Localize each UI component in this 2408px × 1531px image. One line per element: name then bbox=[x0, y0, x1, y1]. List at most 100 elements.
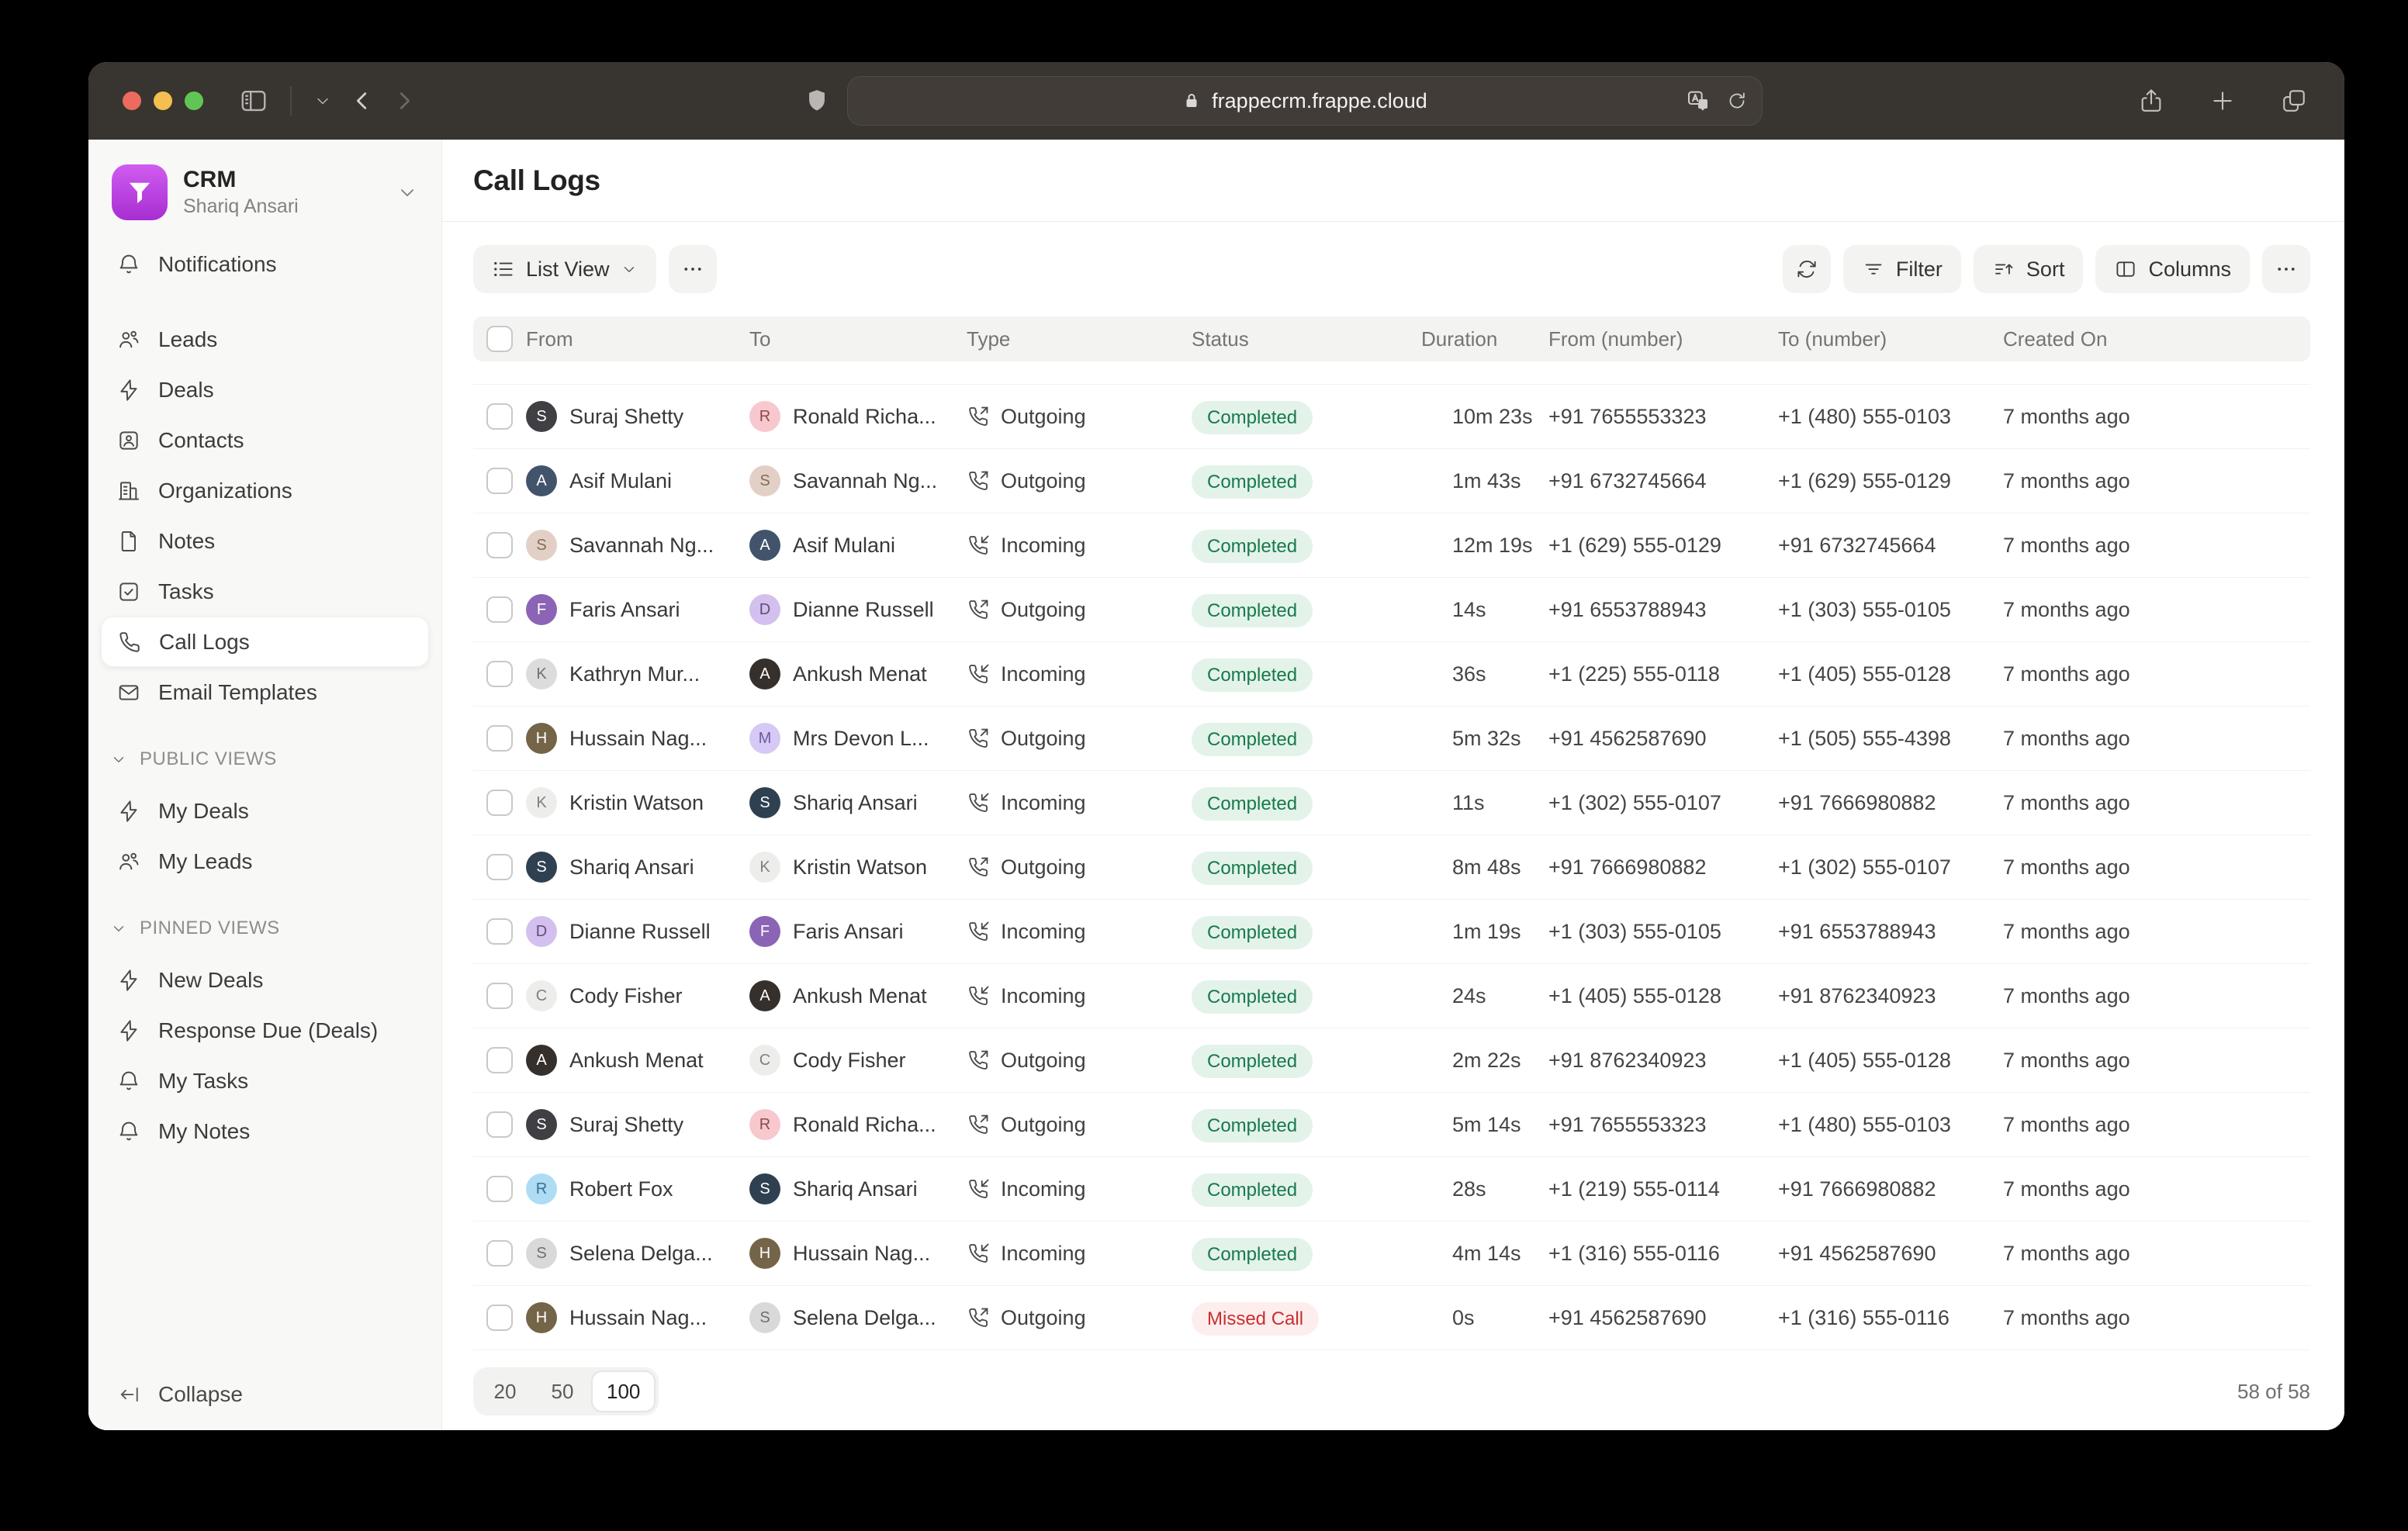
table-row[interactable]: K Kristin Watson S Shariq Ansari Incomin… bbox=[473, 771, 2310, 835]
sidebar-item-response-due-deals-[interactable]: Response Due (Deals) bbox=[101, 1005, 429, 1056]
table-row[interactable]: F Faris Ansari D Dianne Russell Outgoing… bbox=[473, 578, 2310, 642]
row-duration: 36s bbox=[1452, 662, 1486, 686]
table-row[interactable]: H Hussain Nag... S Selena Delga... Outgo… bbox=[473, 1286, 2310, 1350]
clock-icon bbox=[1421, 599, 1443, 620]
view-selector-button[interactable]: List View bbox=[473, 245, 656, 293]
call-type-icon bbox=[967, 1306, 990, 1329]
table-row[interactable]: K Kathryn Mur... A Ankush Menat Incoming… bbox=[473, 642, 2310, 707]
sidebar-item-leads[interactable]: Leads bbox=[101, 314, 429, 365]
table-row[interactable]: S Savannah Ng... A Asif Mulani Incoming … bbox=[473, 513, 2310, 578]
row-from-cell: S Shariq Ansari bbox=[526, 852, 749, 883]
tab-group-chevron-icon[interactable] bbox=[313, 92, 332, 110]
row-duration-cell: 5m 32s bbox=[1421, 727, 1548, 751]
table-row[interactable]: D Dianne Russell F Faris Ansari Incoming… bbox=[473, 900, 2310, 964]
filter-button[interactable]: Filter bbox=[1842, 245, 1961, 293]
row-from-name: Hussain Nag... bbox=[569, 726, 708, 750]
sidebar-item-notes[interactable]: Notes bbox=[101, 516, 429, 566]
back-button[interactable] bbox=[351, 89, 374, 112]
table-row[interactable]: S Shariq Ansari K Kristin Watson Outgoin… bbox=[473, 835, 2310, 900]
section-title[interactable]: PUBLIC VIEWS bbox=[101, 741, 429, 778]
forward-button[interactable] bbox=[393, 89, 416, 112]
select-all-checkbox[interactable] bbox=[486, 326, 513, 352]
row-from-number: +1 (303) 555-0105 bbox=[1548, 919, 1721, 943]
sort-button[interactable]: Sort bbox=[1973, 245, 2084, 293]
row-duration-cell: 12m 19s bbox=[1421, 534, 1548, 558]
row-from-name: Hussain Nag... bbox=[569, 1305, 708, 1329]
sidebar-item-label: Leads bbox=[158, 327, 218, 351]
row-checkbox[interactable] bbox=[486, 918, 513, 945]
table-row[interactable]: S Suraj Shetty R Ronald Richa... Outgoin… bbox=[473, 1093, 2310, 1157]
sidebar-item-new-deals[interactable]: New Deals bbox=[101, 955, 429, 1005]
translate-icon[interactable] bbox=[1686, 88, 1711, 113]
clock-icon bbox=[1421, 1049, 1443, 1071]
table-row[interactable]: R Robert Fox S Shariq Ansari Incoming Co… bbox=[473, 1157, 2310, 1222]
privacy-shield-icon[interactable] bbox=[804, 87, 830, 115]
sidebar-collapse-button[interactable]: Collapse bbox=[88, 1359, 441, 1430]
page-size-100[interactable]: 100 bbox=[591, 1370, 656, 1412]
address-bar[interactable]: frappecrm.frappe.cloud bbox=[847, 76, 1763, 126]
row-checkbox[interactable] bbox=[486, 983, 513, 1009]
column-header: From bbox=[526, 327, 573, 351]
row-checkbox[interactable] bbox=[486, 854, 513, 880]
zoom-window-button[interactable] bbox=[185, 92, 203, 110]
row-checkbox[interactable] bbox=[486, 1305, 513, 1331]
section-title[interactable]: PINNED VIEWS bbox=[101, 910, 429, 947]
table-row[interactable]: S Selena Delga... H Hussain Nag... Incom… bbox=[473, 1222, 2310, 1286]
row-created-on: 7 months ago bbox=[2003, 1112, 2130, 1136]
view-more-button[interactable] bbox=[668, 245, 717, 293]
table-row[interactable]: S Suraj Shetty R Ronald Richa... Outgoin… bbox=[473, 385, 2310, 449]
clock-icon bbox=[1421, 534, 1443, 556]
row-checkbox[interactable] bbox=[486, 1111, 513, 1138]
table-row[interactable]: C Cody Fisher A Ankush Menat Incoming Co… bbox=[473, 964, 2310, 1028]
sidebar-item-my-notes[interactable]: My Notes bbox=[101, 1106, 429, 1156]
row-checkbox[interactable] bbox=[486, 725, 513, 752]
columns-button[interactable]: Columns bbox=[2095, 245, 2250, 293]
sidebar-item-tasks[interactable]: Tasks bbox=[101, 566, 429, 617]
sidebar-item-my-tasks[interactable]: My Tasks bbox=[101, 1056, 429, 1106]
row-from-avatar: F bbox=[526, 594, 557, 625]
row-checkbox[interactable] bbox=[486, 790, 513, 816]
row-checkbox[interactable] bbox=[486, 532, 513, 558]
tab-overview-icon[interactable] bbox=[2281, 88, 2307, 114]
app-switcher[interactable]: CRM Shariq Ansari bbox=[88, 155, 441, 234]
reload-icon[interactable] bbox=[1726, 90, 1748, 112]
sidebar-toggle-icon[interactable] bbox=[239, 86, 268, 116]
row-from-avatar: S bbox=[526, 1109, 557, 1140]
sidebar-item-call-logs[interactable]: Call Logs bbox=[101, 617, 429, 667]
table-body: S Suraj Shetty R Ronald Richa... Outgoin… bbox=[473, 385, 2310, 1350]
refresh-button[interactable] bbox=[1782, 245, 1831, 293]
row-checkbox[interactable] bbox=[486, 403, 513, 430]
row-duration: 12m 19s bbox=[1452, 533, 1533, 557]
row-checkbox[interactable] bbox=[486, 1240, 513, 1267]
sidebar-item-organizations[interactable]: Organizations bbox=[101, 465, 429, 516]
sidebar-item-my-leads[interactable]: My Leads bbox=[101, 836, 429, 886]
clock-icon bbox=[1421, 727, 1443, 749]
page-size-50[interactable]: 50 bbox=[551, 1379, 574, 1403]
row-checkbox[interactable] bbox=[486, 661, 513, 687]
sidebar-item-label: My Leads bbox=[158, 848, 253, 873]
sidebar-item-label: Tasks bbox=[158, 579, 214, 603]
minimize-window-button[interactable] bbox=[154, 92, 172, 110]
table-row[interactable]: H Hussain Nag... M Mrs Devon L... Outgoi… bbox=[473, 707, 2310, 771]
crm-app-logo bbox=[112, 164, 168, 220]
table-row[interactable]: A Ankush Menat C Cody Fisher Outgoing Co… bbox=[473, 1028, 2310, 1093]
row-checkbox[interactable] bbox=[486, 1176, 513, 1202]
sidebar-item-notifications[interactable]: Notifications bbox=[101, 239, 429, 289]
row-checkbox[interactable] bbox=[486, 1047, 513, 1073]
share-icon[interactable] bbox=[2138, 88, 2164, 114]
row-checkbox[interactable] bbox=[486, 468, 513, 494]
sidebar-item-my-deals[interactable]: My Deals bbox=[101, 786, 429, 836]
sidebar-item-deals[interactable]: Deals bbox=[101, 365, 429, 415]
sidebar-item-email-templates[interactable]: Email Templates bbox=[101, 667, 429, 717]
new-tab-icon[interactable] bbox=[2209, 88, 2236, 114]
row-checkbox[interactable] bbox=[486, 596, 513, 623]
filter-icon bbox=[1862, 257, 1885, 281]
row-duration: 24s bbox=[1452, 983, 1486, 1007]
close-window-button[interactable] bbox=[123, 92, 141, 110]
row-from-number: +91 7655553323 bbox=[1548, 404, 1707, 428]
more-button[interactable] bbox=[2262, 245, 2310, 293]
sidebar-item-contacts[interactable]: Contacts bbox=[101, 415, 429, 465]
page-size-20[interactable]: 20 bbox=[493, 1379, 517, 1403]
table-row[interactable]: A Asif Mulani S Savannah Ng... Outgoing … bbox=[473, 449, 2310, 513]
bell-icon bbox=[116, 1069, 141, 1094]
